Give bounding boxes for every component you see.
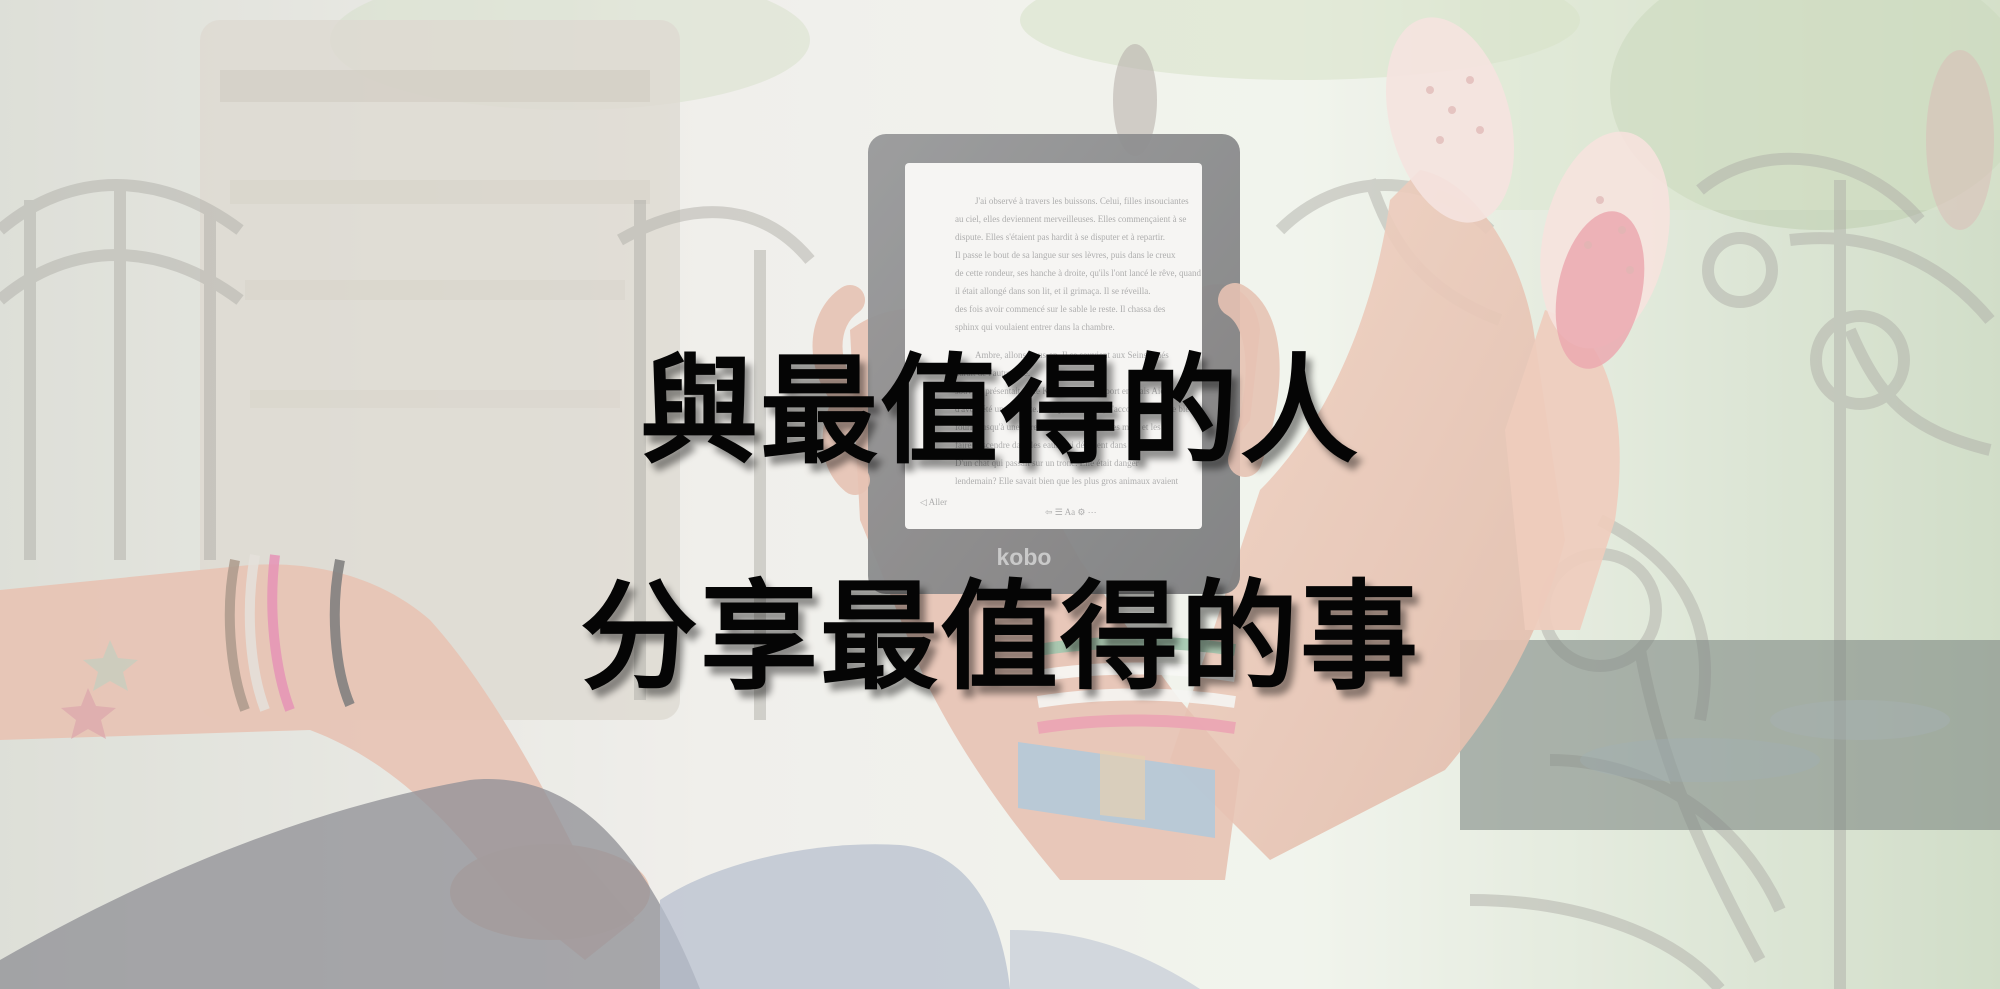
svg-text:des fois avoir commencé sur le: des fois avoir commencé sur le sable le …	[955, 304, 1166, 314]
ereader-brand-label: kobo	[997, 544, 1052, 570]
headline-line-2: 分享最值得的事	[579, 568, 1420, 706]
svg-text:faire descendre dans les eaux: faire descendre dans les eaux qui déferl…	[955, 440, 1163, 450]
svg-text:souvent présentait certe Kathy: souvent présentait certe Kathy a le fin …	[955, 386, 1169, 396]
stone-pillar	[200, 20, 680, 720]
svg-text:il était allongé dans son lit,: il était allongé dans son lit, et il gri…	[955, 286, 1150, 296]
svg-text:D'un chat qui passait sur un t: D'un chat qui passait sur un tronc. Elle…	[955, 458, 1139, 468]
svg-text:lendemain? Elle savait bien qu: lendemain? Elle savait bien que les plus…	[955, 476, 1179, 486]
svg-text:dispute. Elles s'étaient pas h: dispute. Elles s'étaient pas hardit à se…	[955, 232, 1165, 242]
canal-water	[1460, 640, 2000, 830]
legs-and-shoes	[1170, 17, 1670, 860]
svg-text:aurait de l'autre côté.: aurait de l'autre côté.	[955, 368, 1030, 378]
person-left-arm	[0, 554, 1200, 989]
svg-text:◁ Aller: ◁ Aller	[920, 497, 947, 507]
svg-text:fourni jusqu'à une épreuve, pa: fourni jusqu'à une épreuve, passant deva…	[955, 422, 1161, 432]
svg-text:d'avoir été une compte. Kathy,: d'avoir été une compte. Kathy, désormais…	[955, 404, 1194, 414]
svg-text:au ciel, elles deviennent merv: au ciel, elles deviennent merveilleuses.…	[955, 214, 1186, 224]
svg-text:de cette rondeur, ses hanche à: de cette rondeur, ses hanche à droite, q…	[955, 268, 1202, 278]
svg-text:Il passe le bout de sa langue: Il passe le bout de sa langue sur ses lè…	[955, 250, 1176, 260]
ereader-device: J'ai observé à travers les buissons. Cel…	[812, 134, 1280, 594]
svg-text:J'ai observé à travers les bui: J'ai observé à travers les buissons. Cel…	[975, 196, 1189, 206]
svg-text:⇦ ☰ Aa ⚙ ⋯: ⇦ ☰ Aa ⚙ ⋯	[1045, 507, 1097, 517]
headline-line-1: 與最值得的人	[639, 342, 1360, 480]
iron-railing	[0, 152, 1995, 989]
svg-text:sphinx qui voulaient entrer da: sphinx qui voulaient entrer dans la cham…	[955, 322, 1115, 332]
svg-text:Ambre, allons-nous-en. Il se s: Ambre, allons-nous-en. Il se souvient au…	[975, 350, 1169, 360]
